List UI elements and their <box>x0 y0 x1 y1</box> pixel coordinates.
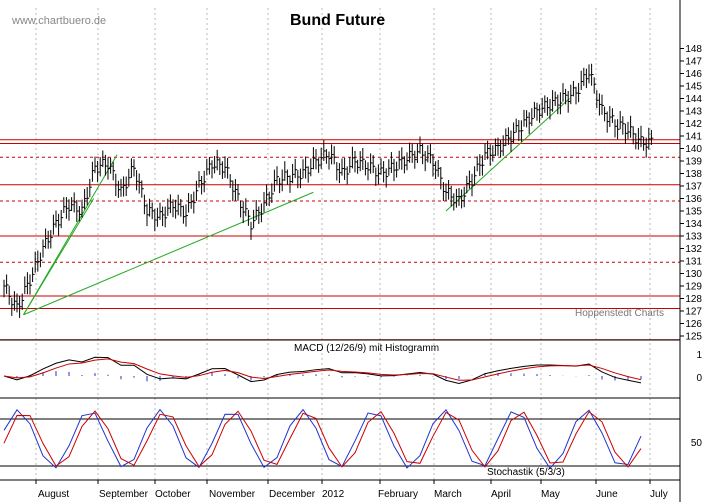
macd-label: MACD (12/26/9) mit Histogramm <box>294 343 439 354</box>
price-tick-label: 145 <box>685 82 702 93</box>
month-label: May <box>541 489 560 500</box>
stochastic-tick-label: 50 <box>691 438 703 449</box>
price-tick-label: 136 <box>685 194 702 205</box>
stochastic-panel <box>0 397 680 470</box>
month-label: April <box>491 489 511 500</box>
month-label: August <box>38 489 69 500</box>
price-tick-label: 132 <box>685 244 702 255</box>
price-tick-label: 144 <box>685 94 702 105</box>
stochastic-k-line <box>3 408 642 470</box>
macd-tick-label: 0 <box>696 373 702 384</box>
credit-label: Hoppenstedt Charts <box>575 308 664 319</box>
month-label: November <box>209 489 256 500</box>
price-tick-label: 129 <box>685 282 702 293</box>
trend-line <box>23 191 314 316</box>
month-label: September <box>99 489 149 500</box>
price-tick-label: 139 <box>685 157 702 168</box>
price-tick-label: 138 <box>685 169 702 180</box>
price-tick-label: 148 <box>685 44 702 55</box>
price-tick-label: 143 <box>685 107 702 118</box>
price-tick-label: 134 <box>685 219 702 230</box>
price-tick-label: 133 <box>685 232 702 243</box>
price-tick-label: 126 <box>685 319 702 330</box>
price-tick-label: 142 <box>685 119 702 130</box>
price-tick-label: 147 <box>685 57 702 68</box>
price-tick-label: 128 <box>685 294 702 305</box>
price-tick-label: 146 <box>685 69 702 80</box>
month-label: March <box>434 489 462 500</box>
price-tick-label: 130 <box>685 269 702 280</box>
price-tick-label: 141 <box>685 132 702 143</box>
macd-signal-line <box>3 358 642 381</box>
stochastic-label: Stochastik (5/3/3) <box>487 467 565 478</box>
price-tick-label: 137 <box>685 182 702 193</box>
support-resistance-lines <box>0 139 680 341</box>
month-label: December <box>269 489 316 500</box>
macd-panel <box>0 339 680 384</box>
price-bars <box>3 63 654 318</box>
price-tick-label: 140 <box>685 144 702 155</box>
month-label: February <box>378 489 418 500</box>
price-tick-label: 125 <box>685 332 702 343</box>
month-label: June <box>596 489 618 500</box>
macd-tick-label: 1 <box>696 350 702 361</box>
grid <box>35 8 651 480</box>
price-tick-label: 135 <box>685 207 702 218</box>
month-label: 2012 <box>322 489 345 500</box>
month-label: July <box>650 489 668 500</box>
stochastic-d-line <box>3 410 642 468</box>
month-label: October <box>155 489 191 500</box>
price-tick-label: 131 <box>685 257 702 268</box>
price-tick-label: 127 <box>685 307 702 318</box>
chart-title: Bund Future <box>290 12 385 29</box>
trend-line <box>23 198 95 316</box>
watermark: www.chartbuero.de <box>11 15 106 27</box>
